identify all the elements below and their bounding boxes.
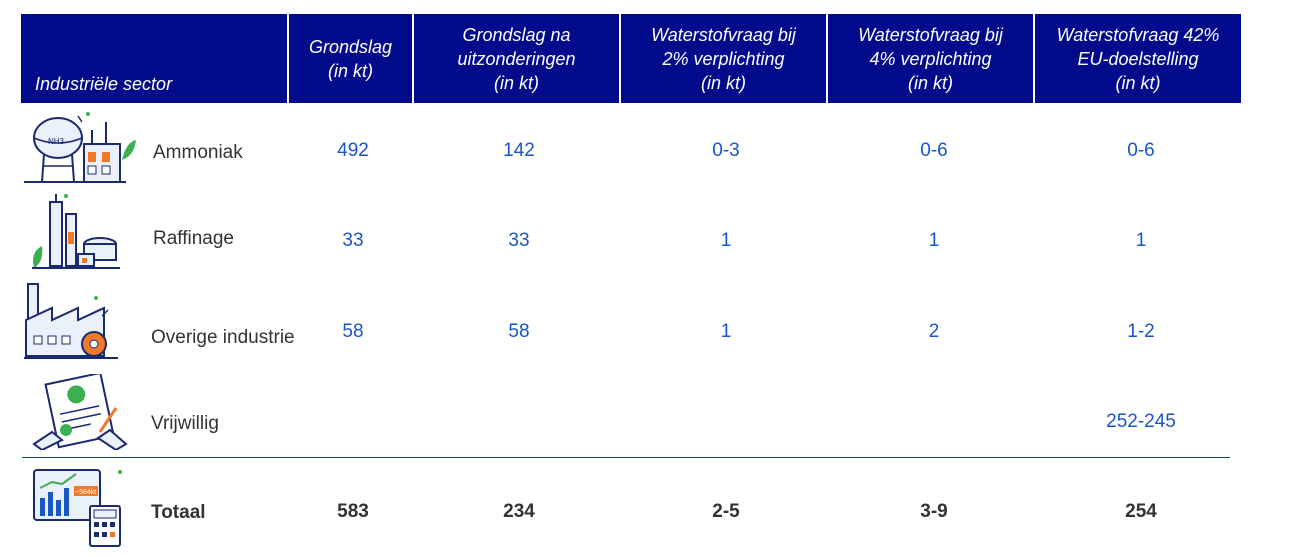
dashboard-badge: ~584kt bbox=[75, 489, 96, 496]
total-2pct: 2-5 bbox=[712, 501, 740, 522]
cell-overige-eu: 1-2 bbox=[1127, 321, 1155, 342]
cell-raffinage-4pct: 1 bbox=[928, 230, 940, 251]
cell-ammoniak-grondslag: 492 bbox=[337, 140, 369, 161]
cell-raffinage-na-uitzonderingen: 33 bbox=[508, 230, 530, 251]
total-4pct: 3-9 bbox=[920, 501, 948, 522]
header-waterstofvraag-eu: Waterstofvraag 42% EU-doelstelling (in k… bbox=[1035, 14, 1241, 103]
cell-overige-na-uitzonderingen: 58 bbox=[508, 321, 530, 342]
cell-raffinage-grondslag: 33 bbox=[342, 230, 364, 251]
total-eu: 254 bbox=[1125, 501, 1157, 522]
cell-overige-grondslag: 58 bbox=[342, 321, 364, 342]
total-grondslag: 583 bbox=[337, 501, 369, 522]
row-label-raffinage: Raffinage bbox=[153, 228, 234, 249]
cell-ammoniak-eu: 0-6 bbox=[1127, 140, 1155, 161]
row-label-ammoniak: Ammoniak bbox=[153, 142, 243, 163]
dashboard-calculator-icon: ~584kt bbox=[33, 469, 122, 547]
cell-raffinage-eu: 1 bbox=[1135, 230, 1147, 251]
header-waterstofvraag-4pct: Waterstofvraag bij 4% verplichting (in k… bbox=[828, 14, 1033, 103]
header-grondslag: Grondslag (in kt) bbox=[289, 14, 412, 103]
factory-icon bbox=[24, 283, 118, 359]
header-grondslag-na-uitzonderingen: Grondslag na uitzonderingen (in kt) bbox=[414, 14, 619, 103]
cell-vrijwillig-eu: 252-245 bbox=[1106, 411, 1176, 432]
ammonia-plant-icon: NH3 bbox=[24, 112, 136, 183]
certificate-signing-icon bbox=[32, 374, 128, 450]
header-sector: Industriële sector bbox=[21, 14, 287, 103]
row-label-overige-industrie: Overige industrie bbox=[151, 327, 295, 348]
total-na-uitzonderingen: 234 bbox=[503, 501, 535, 522]
total-divider bbox=[22, 457, 1230, 458]
refinery-icon bbox=[32, 194, 120, 269]
total-label: Totaal bbox=[151, 502, 206, 523]
cell-raffinage-2pct: 1 bbox=[720, 230, 732, 251]
cell-ammoniak-4pct: 0-6 bbox=[920, 140, 948, 161]
cell-overige-2pct: 1 bbox=[720, 321, 732, 342]
cell-ammoniak-2pct: 0-3 bbox=[712, 140, 740, 161]
ammonia-tank-label: NH3 bbox=[48, 137, 65, 146]
row-label-vrijwillig: Vrijwillig bbox=[151, 413, 219, 434]
cell-overige-4pct: 2 bbox=[928, 321, 940, 342]
header-waterstofvraag-2pct: Waterstofvraag bij 2% verplichting (in k… bbox=[621, 14, 826, 103]
cell-ammoniak-na-uitzonderingen: 142 bbox=[503, 140, 535, 161]
